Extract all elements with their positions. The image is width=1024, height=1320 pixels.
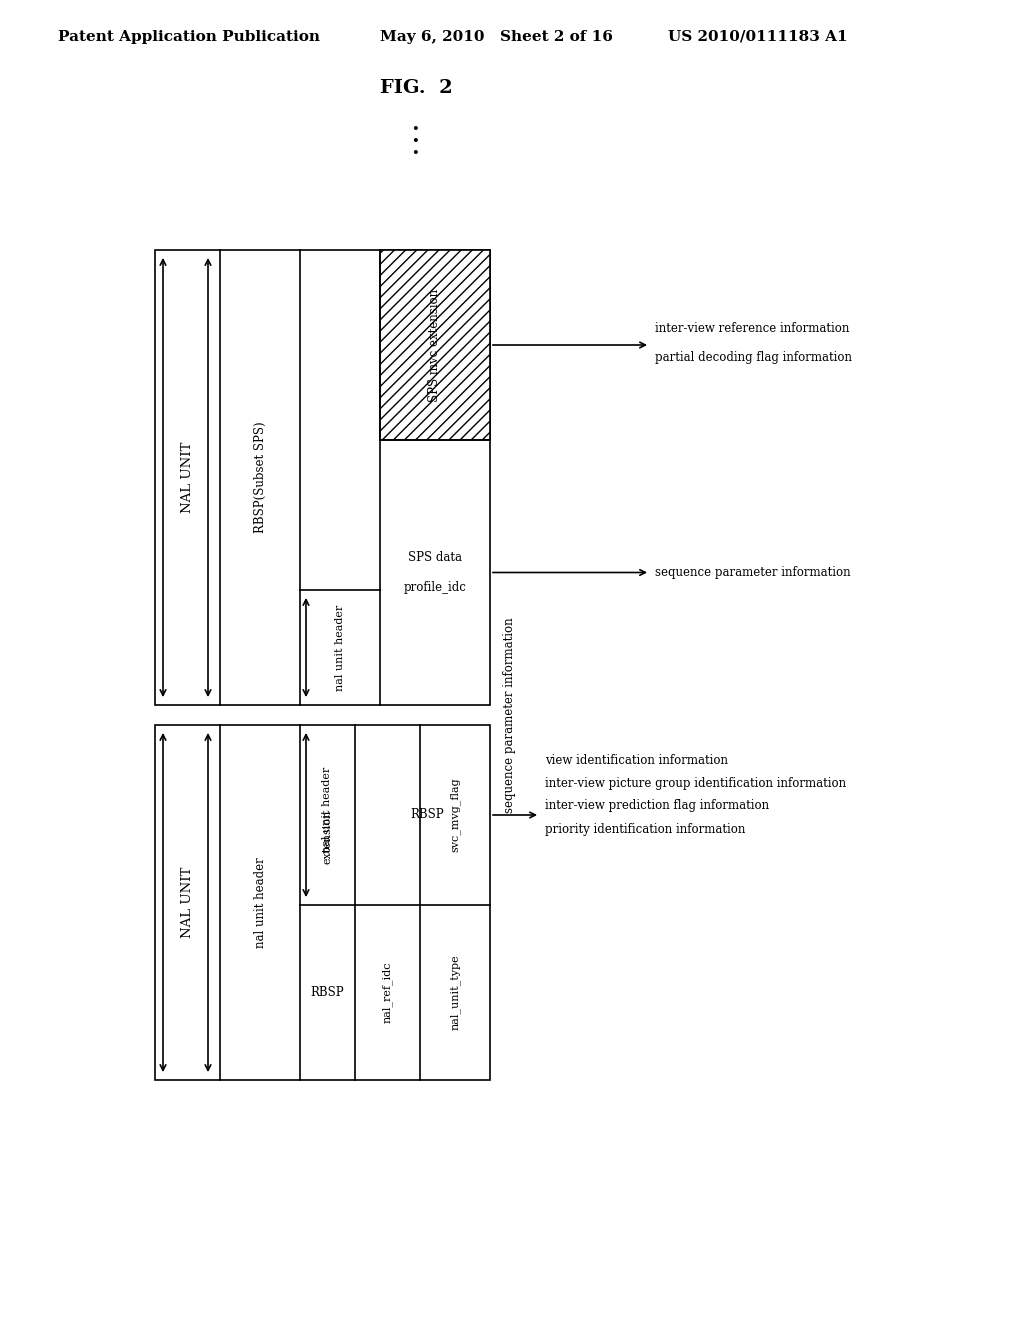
Text: Sheet 2 of 16: Sheet 2 of 16 xyxy=(500,30,613,44)
Text: extension: extension xyxy=(323,810,333,865)
Text: inter-view reference information: inter-view reference information xyxy=(655,322,849,335)
Text: view identification information: view identification information xyxy=(545,754,728,767)
Text: ·: · xyxy=(411,139,420,169)
Text: SPS mvc extension: SPS mvc extension xyxy=(428,289,441,401)
Text: nal_unit_type: nal_unit_type xyxy=(450,954,461,1031)
Text: inter-view picture group identification information: inter-view picture group identification … xyxy=(545,776,846,789)
Text: US 2010/0111183 A1: US 2010/0111183 A1 xyxy=(668,30,848,44)
Text: FIG.  2: FIG. 2 xyxy=(380,79,453,96)
Text: RBSP(Subset SPS): RBSP(Subset SPS) xyxy=(254,421,266,533)
Text: nal unit header: nal unit header xyxy=(254,857,266,948)
Text: SPS data: SPS data xyxy=(408,550,462,564)
Text: nal_ref_idc: nal_ref_idc xyxy=(382,962,393,1023)
Text: nal unit header: nal unit header xyxy=(335,605,345,690)
Text: nal unit header: nal unit header xyxy=(323,767,333,853)
Text: RBSP: RBSP xyxy=(310,986,344,999)
Bar xyxy=(155,249,490,705)
Text: Patent Application Publication: Patent Application Publication xyxy=(58,30,319,44)
Text: ·: · xyxy=(411,115,420,145)
Text: svc_mvg_flag: svc_mvg_flag xyxy=(450,777,461,853)
Text: ·: · xyxy=(411,127,420,157)
Text: RBSP: RBSP xyxy=(411,808,444,821)
Text: partial decoding flag information: partial decoding flag information xyxy=(655,351,852,363)
Text: sequence parameter information: sequence parameter information xyxy=(504,618,516,813)
Text: NAL UNIT: NAL UNIT xyxy=(181,867,194,939)
Text: NAL UNIT: NAL UNIT xyxy=(181,442,194,513)
Text: sequence parameter information: sequence parameter information xyxy=(655,566,851,579)
Text: priority identification information: priority identification information xyxy=(545,822,745,836)
Text: profile_idc: profile_idc xyxy=(403,581,467,594)
Text: inter-view prediction flag information: inter-view prediction flag information xyxy=(545,800,769,813)
Bar xyxy=(155,725,490,1080)
Text: May 6, 2010: May 6, 2010 xyxy=(380,30,484,44)
Bar xyxy=(380,249,490,440)
